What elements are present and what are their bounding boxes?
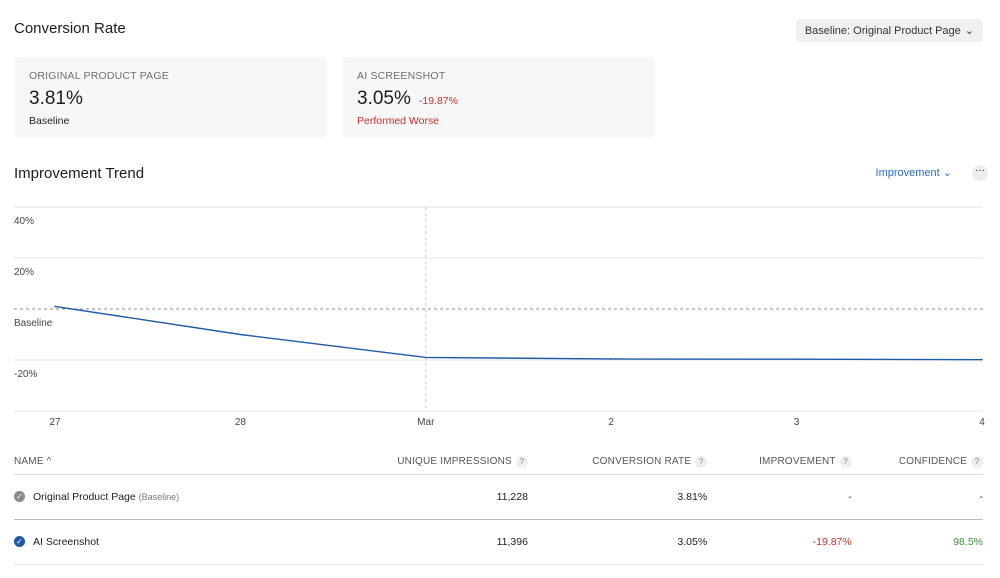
x-tick-label: Mar	[417, 417, 435, 428]
y-tick-label: 20%	[14, 267, 34, 278]
baseline-select[interactable]: Baseline: Original Product Page ⌄	[795, 19, 983, 42]
data-point	[54, 305, 56, 308]
help-icon[interactable]: ?	[695, 455, 708, 468]
y-tick-label: Baseline	[14, 318, 53, 329]
cell-impressions: 11,396	[324, 519, 528, 565]
cell-improvement: -19.87%	[707, 519, 852, 565]
x-tick-label: 28	[235, 417, 247, 428]
cell-rate: 3.81%	[527, 474, 708, 520]
col-label: CONVERSION RATE	[592, 455, 692, 467]
trend-title: Improvement Trend	[14, 165, 145, 182]
help-icon[interactable]: ?	[971, 455, 983, 468]
data-point	[239, 333, 242, 336]
metric-select-label: Improvement	[875, 167, 940, 179]
cell-rate: 3.05%	[527, 519, 708, 565]
col-name[interactable]: NAME ^	[14, 450, 324, 475]
chevron-down-icon: ⌄	[964, 25, 974, 37]
chevron-down-icon: ⌄	[942, 167, 952, 179]
variants-table: NAME ^ UNIQUE IMPRESSIONS? CONVERSION RA…	[14, 450, 983, 565]
series-line	[54, 305, 983, 361]
col-confidence: CONFIDENCE?	[851, 450, 983, 475]
cell-confidence: 98.5%	[851, 519, 983, 565]
col-label: CONFIDENCE	[898, 455, 967, 467]
baseline-select-label: Baseline: Original Product Page	[804, 24, 961, 37]
check-icon[interactable]: ✓	[14, 536, 25, 548]
card-sub: Baseline	[29, 115, 70, 127]
data-point	[981, 358, 983, 361]
col-label: IMPROVEMENT	[759, 455, 836, 467]
x-tick-label: 27	[49, 417, 61, 428]
card-label: ORIGINAL PRODUCT PAGE	[29, 70, 169, 82]
col-impressions: UNIQUE IMPRESSIONS?	[324, 450, 528, 475]
baseline-tag: (Baseline)	[138, 491, 180, 502]
data-point	[610, 358, 612, 360]
y-tick-label: -20%	[14, 369, 37, 380]
card-value: 3.81%	[29, 88, 83, 109]
data-point	[795, 358, 798, 361]
x-tick-label: 2	[608, 417, 614, 428]
cell-impressions: 11,228	[324, 474, 528, 520]
card-label: AI SCREENSHOT	[357, 70, 446, 82]
page-title: Conversion Rate	[14, 20, 126, 37]
table-row[interactable]: ✓ AI Screenshot 11,396 3.05% -19.87% 98.5…	[14, 519, 983, 565]
x-tick-label: 3	[794, 417, 800, 428]
card-sub: Performed Worse	[357, 115, 440, 127]
data-point	[425, 356, 427, 359]
card-delta: -19.87%	[418, 95, 458, 107]
card-value: 3.05%	[357, 88, 411, 109]
trend-chart: 40% 20% Baseline -20% 27 28 Mar 2 3 4	[14, 206, 985, 428]
check-icon[interactable]: ✓	[14, 491, 25, 503]
row-name: Original Product Page	[33, 490, 136, 503]
table-header: NAME ^ UNIQUE IMPRESSIONS? CONVERSION RA…	[14, 450, 983, 475]
metric-select[interactable]: Improvement ⌄	[876, 166, 952, 179]
row-name: AI Screenshot	[33, 535, 99, 548]
cell-confidence: -	[851, 474, 983, 520]
more-icon[interactable]: ···	[972, 165, 988, 181]
card-original: ORIGINAL PRODUCT PAGE 3.81% Baseline	[14, 57, 327, 138]
table-row[interactable]: ✓ Original Product Page (Baseline) 11,228…	[14, 474, 983, 520]
col-rate: CONVERSION RATE?	[527, 450, 708, 475]
help-icon[interactable]: ?	[839, 455, 852, 468]
col-improvement: IMPROVEMENT?	[707, 450, 852, 475]
y-tick-label: 40%	[14, 216, 34, 227]
cell-improvement: -	[707, 474, 852, 520]
col-label: UNIQUE IMPRESSIONS	[397, 455, 512, 467]
card-ai-screenshot: AI SCREENSHOT 3.05% -19.87% Performed Wor…	[342, 57, 655, 138]
col-name-label: NAME ^	[14, 456, 52, 468]
help-icon[interactable]: ?	[515, 455, 528, 468]
x-tick-label: 4	[979, 417, 985, 428]
